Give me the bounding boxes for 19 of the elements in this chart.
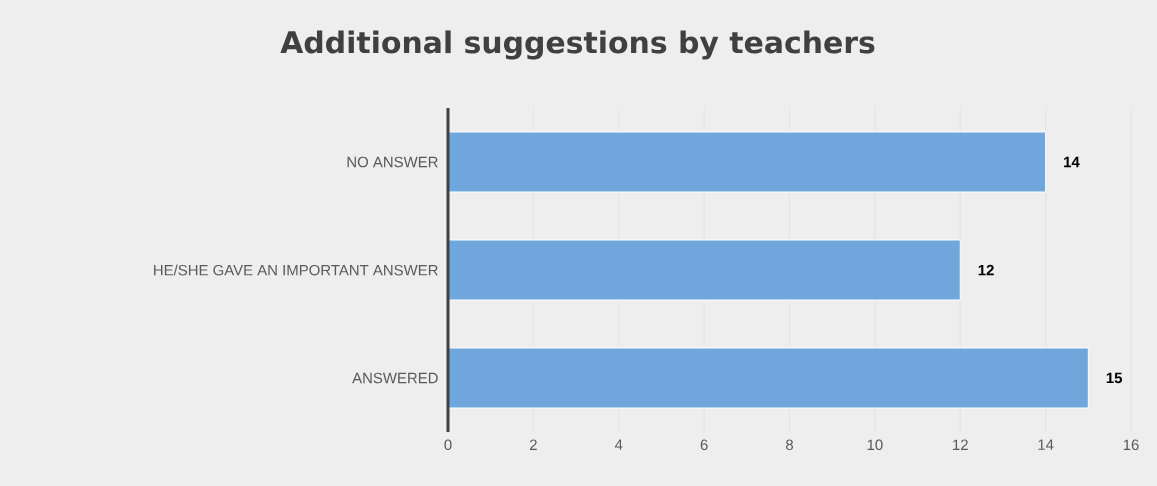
y-tick-label: HE/SHE GAVE AN IMPORTANT ANSWER [154, 264, 438, 276]
y-tick-label: ANSWERED [352, 372, 438, 384]
chart-title: Additional suggestions by teachers [280, 30, 875, 60]
data-label: 15 [1106, 372, 1123, 384]
x-tick-label: 0 [444, 439, 452, 451]
x-tick-label: 12 [953, 439, 968, 450]
x-tick-label: 8 [786, 439, 794, 451]
x-tick-label: 4 [614, 439, 623, 450]
x-tick-label: 16 [1123, 439, 1139, 451]
data-label: 14 [1064, 156, 1080, 168]
bar [447, 347, 1089, 409]
bar [447, 239, 961, 301]
x-tick-label: 14 [1038, 439, 1054, 450]
y-tick-label: NO ANSWER [347, 156, 438, 168]
x-tick-label: 2 [529, 439, 537, 450]
x-tick-label: 6 [700, 439, 708, 451]
bar [447, 131, 1047, 193]
data-label: 12 [978, 264, 994, 276]
x-tick-label: 10 [867, 439, 883, 451]
